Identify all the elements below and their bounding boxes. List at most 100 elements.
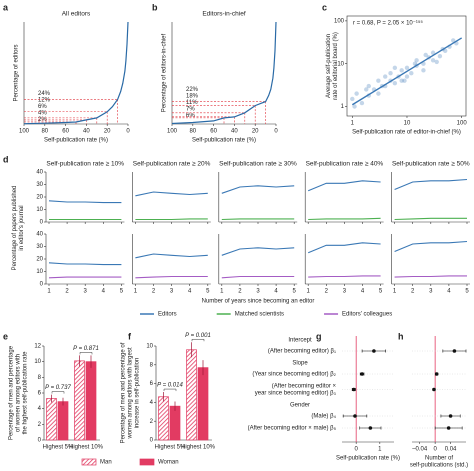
row-label: (Year since becoming editor) β₂ bbox=[252, 372, 336, 378]
y-tick-label: 4 bbox=[38, 406, 42, 412]
point bbox=[402, 78, 407, 83]
series-line bbox=[394, 240, 468, 253]
bar bbox=[74, 360, 85, 441]
x-tick-label: 100 bbox=[19, 129, 30, 135]
p-label: P = 0.001 bbox=[185, 333, 211, 339]
y-tick-label: 0 bbox=[150, 438, 154, 444]
y-tick-label: 20 bbox=[36, 257, 43, 263]
x-axis-label: self-publications (std.) bbox=[410, 463, 468, 469]
point bbox=[423, 52, 428, 58]
panel-title: Self-publication rate ≥ 30% bbox=[219, 161, 297, 168]
bar bbox=[158, 396, 169, 441]
y-tick-label: 8 bbox=[150, 362, 154, 368]
curve bbox=[171, 21, 277, 125]
panel-letter: d bbox=[3, 154, 9, 164]
x-tick-label: 1 bbox=[378, 447, 382, 453]
series-line bbox=[394, 178, 468, 191]
x-tick-label: Highest 5% bbox=[43, 445, 74, 451]
legend-label: Editors bbox=[158, 312, 177, 318]
y-axis-label: Average self-publication bbox=[326, 34, 332, 98]
curve bbox=[23, 21, 129, 125]
row-header: Gender bbox=[290, 403, 310, 409]
point bbox=[421, 68, 426, 73]
x-tick-label: 1 bbox=[47, 289, 51, 295]
series-line bbox=[48, 262, 122, 266]
x-tick-label: 5 bbox=[379, 289, 383, 295]
y-axis-label: increase in self-publication bbox=[135, 358, 141, 429]
y-axis-label: rate of editorial board (%) bbox=[333, 32, 339, 100]
x-axis-label: Self-publication rate of editor-in-chief… bbox=[352, 130, 461, 136]
series-line bbox=[221, 275, 295, 279]
legend-swatch bbox=[139, 458, 155, 466]
estimate bbox=[434, 372, 439, 376]
x-tick-label: 40 bbox=[231, 129, 238, 135]
bar bbox=[85, 361, 97, 441]
point bbox=[412, 61, 418, 66]
y-axis-label: in editor's journal bbox=[19, 205, 25, 250]
threshold-label: 24% bbox=[38, 91, 51, 97]
x-axis-label: Number of years since becoming an editor bbox=[202, 299, 315, 305]
p-bracket bbox=[163, 388, 177, 392]
y-tick-label: 2 bbox=[38, 422, 42, 428]
x-tick-label: 1 bbox=[351, 121, 355, 127]
point bbox=[350, 96, 355, 102]
x-tick-label: 20 bbox=[104, 129, 111, 135]
x-tick-label: 3 bbox=[429, 289, 433, 295]
y-axis-label: women among editors with largest bbox=[128, 347, 134, 439]
point bbox=[443, 48, 448, 54]
estimate bbox=[353, 414, 357, 418]
point bbox=[364, 87, 369, 92]
x-tick-label: 3 bbox=[84, 289, 88, 295]
bar bbox=[197, 367, 209, 441]
point bbox=[354, 91, 359, 96]
y-tick-label: 1 bbox=[341, 104, 345, 110]
x-tick-label: 4 bbox=[274, 289, 278, 295]
x-tick-label: 3 bbox=[256, 289, 260, 295]
series-line bbox=[135, 191, 208, 197]
panel-letter: f bbox=[128, 331, 132, 341]
panel-title: Editors-in-chief bbox=[202, 11, 246, 18]
panel-letter: c bbox=[322, 2, 327, 12]
series-line bbox=[307, 242, 381, 254]
y-tick-label: 30 bbox=[36, 244, 43, 250]
series-line bbox=[308, 217, 381, 221]
x-axis-label: Self-publication rate (%) bbox=[336, 456, 400, 462]
p-bracket bbox=[79, 352, 93, 355]
row-label: (After becoming editor × bbox=[272, 384, 337, 390]
y-tick-label: 10 bbox=[36, 207, 43, 213]
panel-letter: b bbox=[152, 2, 158, 12]
series-line bbox=[221, 218, 295, 221]
x-tick-label: 0 bbox=[274, 129, 278, 135]
x-tick-label: 1 bbox=[220, 289, 224, 295]
x-tick-label: 100 bbox=[167, 129, 178, 135]
x-tick-label: 0.04 bbox=[445, 447, 457, 453]
p-label: P = 0.737 bbox=[45, 385, 71, 391]
series-line bbox=[221, 185, 295, 194]
point bbox=[430, 58, 436, 63]
row-label: (After becoming editor × male) β₅ bbox=[248, 426, 337, 432]
x-axis-label: Self-publication rate (%) bbox=[44, 138, 108, 144]
x-tick-label: 2 bbox=[238, 289, 242, 295]
annotation: r = 0.68, P = 2.05 × 10⁻¹⁵⁵ bbox=[353, 20, 423, 27]
point bbox=[399, 78, 404, 83]
estimate bbox=[448, 414, 453, 418]
p-label: P = 0.014 bbox=[157, 383, 183, 389]
point bbox=[409, 70, 414, 76]
threshold-label: 12% bbox=[38, 98, 51, 104]
y-tick-label: 40 bbox=[36, 232, 43, 238]
x-tick-label: 2 bbox=[325, 289, 329, 295]
panel-letter: g bbox=[316, 331, 322, 341]
x-tick-label: 5 bbox=[465, 289, 469, 295]
y-tick-label: 20 bbox=[36, 195, 43, 201]
y-tick-label: 10 bbox=[36, 269, 43, 275]
x-tick-label: 1 bbox=[393, 289, 397, 295]
panel-letter: a bbox=[3, 2, 9, 12]
x-tick-label: 60 bbox=[62, 129, 69, 135]
x-tick-label: 5 bbox=[293, 289, 297, 295]
series-line bbox=[48, 276, 122, 279]
threshold-label: 22% bbox=[186, 87, 199, 93]
estimate bbox=[446, 426, 451, 430]
x-tick-label: Highest 10% bbox=[69, 445, 104, 451]
y-axis-label: Percentage of editors bbox=[14, 44, 20, 101]
y-axis-label: Percentage of editors-in-chief bbox=[162, 33, 168, 112]
